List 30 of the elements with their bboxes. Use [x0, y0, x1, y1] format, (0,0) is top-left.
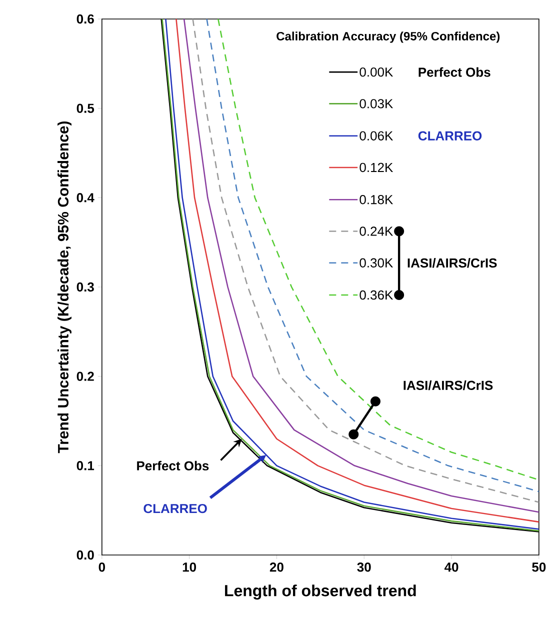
annotation: CLARREO [418, 131, 482, 140]
legend-label: 0.36K [360, 290, 394, 300]
x-tick-label: 40 [444, 562, 458, 572]
legend-label: 0.24K [360, 226, 394, 236]
annotation: Perfect Obs [137, 460, 209, 470]
legend-title: Calibration Accuracy (95% Confidence) [276, 32, 500, 43]
legend-label: 0.18K [360, 195, 394, 204]
x-tick-label: 50 [532, 562, 546, 572]
y-tick-label: 0.1 [76, 461, 94, 470]
y-tick-label: 0.0 [76, 550, 94, 560]
legend-label: 0.12K [360, 162, 394, 172]
annotation: CLARREO [144, 504, 207, 514]
y-axis-title: Trend Uncertainty (K/decade, 95% Confidence) [58, 121, 72, 454]
y-tick-label: 0.2 [76, 372, 94, 381]
y-tick-label: 0.3 [76, 282, 94, 292]
legend-label: 0.06K [360, 131, 394, 140]
legend-label: 0.00K [360, 67, 394, 77]
y-tick-label: 0.4 [76, 193, 94, 202]
x-tick-label: 0 [98, 562, 106, 572]
x-axis-title: Length of observed trend [225, 584, 416, 600]
y-tick-label: 0.5 [76, 104, 94, 113]
legend-label: 0.30K [360, 258, 394, 268]
x-tick-label: 20 [270, 562, 284, 572]
annotation: IASI/AIRS/CrIS [404, 380, 493, 390]
y-tick-label: 0.6 [76, 14, 94, 24]
legend-label: 0.03K [360, 99, 394, 108]
annotation: Perfect Obs [418, 67, 490, 77]
annotation: IASI/AIRS/CrIS [408, 258, 497, 268]
x-tick-label: 30 [357, 562, 371, 572]
x-tick-label: 10 [182, 562, 196, 572]
